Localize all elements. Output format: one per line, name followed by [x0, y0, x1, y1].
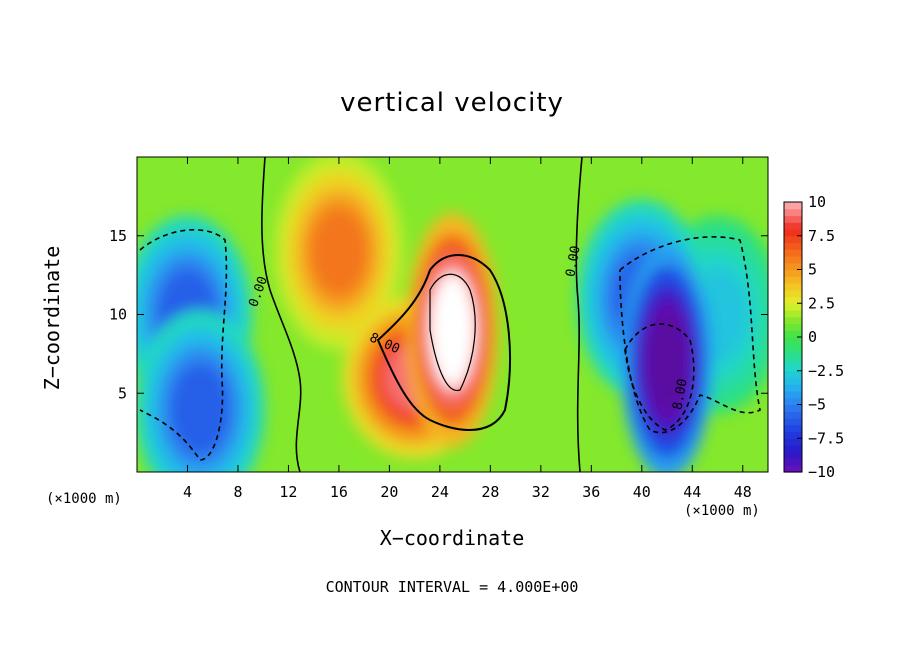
- colorbar-segment: [784, 451, 802, 460]
- positive-contour: [429, 273, 476, 391]
- colorbar-segment: [784, 323, 802, 331]
- colorbar-segment: [784, 330, 802, 338]
- colorbar-tick-label: 5: [808, 261, 817, 279]
- colorbar-segment: [784, 276, 802, 284]
- y-tick-label: 10: [109, 306, 127, 324]
- colorbar-segment: [784, 235, 802, 244]
- colorbar: 10 7.5 5 2.5 0 −2.5 −5 −7.5 −10: [783, 193, 844, 481]
- colorbar-segment: [784, 229, 802, 237]
- x-unit-note-right: (×1000 m): [684, 503, 760, 519]
- chart-title: vertical velocity: [340, 88, 564, 118]
- colorbar-tick-label: −2.5: [808, 362, 844, 380]
- colorbar-segment: [784, 357, 802, 365]
- x-tick-label: 48: [734, 483, 752, 501]
- colorbar-segment: [784, 465, 802, 473]
- heatmap-blob-downdraft: [172, 367, 228, 451]
- heatmap-field: [137, 157, 768, 472]
- positive-contour: [376, 254, 511, 431]
- colorbar-segment: [784, 364, 802, 372]
- colorbar-segment: [784, 289, 802, 298]
- contour-label: 0.00: [563, 245, 583, 278]
- colorbar-tick-label: 0: [808, 328, 817, 346]
- colorbar-segment: [784, 370, 802, 379]
- colorbar-segment: [784, 458, 802, 466]
- colorbar-segment: [784, 303, 802, 311]
- colorbar-segment: [784, 418, 802, 426]
- colorbar-segment: [784, 343, 802, 352]
- colorbar-segment: [784, 397, 802, 406]
- colorbar-segment: [784, 262, 802, 271]
- negative-contour: [619, 236, 761, 434]
- x-tick-label: 24: [431, 483, 449, 501]
- positive-contour: [261, 157, 302, 472]
- colorbar-tick-label: 2.5: [808, 294, 835, 312]
- colorbar-segment: [784, 377, 802, 385]
- colorbar-tick-label: 7.5: [808, 227, 835, 245]
- heatmap-blob-updraft-core: [433, 281, 472, 380]
- y-tick-label: 15: [109, 227, 127, 245]
- x-axis-label: X−coordinate: [379, 526, 525, 550]
- colorbar-segment: [784, 283, 802, 291]
- colorbar-segment: [784, 445, 802, 453]
- contour-lines: 0.008.000.008.00: [139, 157, 761, 472]
- x-tick-label: 8: [233, 483, 242, 501]
- colorbar-segment: [784, 222, 802, 230]
- colorbar-segment: [784, 296, 802, 304]
- heatmap-blob-downdraft-core: [647, 312, 687, 411]
- x-tick-label: 12: [279, 483, 297, 501]
- y-tick-label: 5: [118, 384, 127, 402]
- heatmap-blob-updraft: [311, 209, 367, 294]
- colorbar-segment: [784, 249, 802, 257]
- colorbar-segment: [784, 256, 802, 264]
- x-unit-note-left: (×1000 m): [46, 491, 122, 507]
- colorbar-segment: [784, 202, 802, 210]
- colorbar-segment: [784, 384, 802, 392]
- x-tick-label: 28: [481, 483, 499, 501]
- x-tick-label: 44: [683, 483, 701, 501]
- colorbar-tick-label: −10: [808, 463, 835, 481]
- colorbar-segment: [784, 316, 802, 325]
- colorbar-segment: [784, 208, 802, 217]
- negative-contour: [624, 323, 695, 431]
- x-tick-label: 36: [582, 483, 600, 501]
- colorbar-segment: [784, 350, 802, 358]
- colorbar-segment: [784, 404, 802, 412]
- contour-interval-note: CONTOUR INTERVAL = 4.000E+00: [325, 578, 579, 596]
- colorbar-tick-label: −7.5: [808, 429, 844, 447]
- colorbar-tick-label: −5: [808, 396, 826, 414]
- colorbar-segment: [784, 411, 802, 419]
- colorbar-segment: [784, 438, 802, 446]
- positive-contour: [575, 157, 583, 472]
- colorbar-segment: [784, 424, 802, 433]
- colorbar-segment: [784, 269, 802, 277]
- colorbar-segment: [784, 242, 802, 250]
- negative-contour: [139, 228, 228, 461]
- x-tick-label: 4: [183, 483, 192, 501]
- x-tick-label: 16: [330, 483, 348, 501]
- colorbar-segment: [784, 391, 802, 399]
- x-tick-label: 40: [633, 483, 651, 501]
- contour-label: 8.00: [670, 378, 690, 411]
- colorbar-segment: [784, 215, 802, 223]
- x-tick-label: 32: [532, 483, 550, 501]
- x-tick-label: 20: [380, 483, 398, 501]
- colorbar-segment: [784, 431, 802, 439]
- colorbar-segment: [784, 337, 802, 345]
- colorbar-segment: [784, 310, 802, 318]
- colorbar-tick-label: 10: [808, 193, 826, 211]
